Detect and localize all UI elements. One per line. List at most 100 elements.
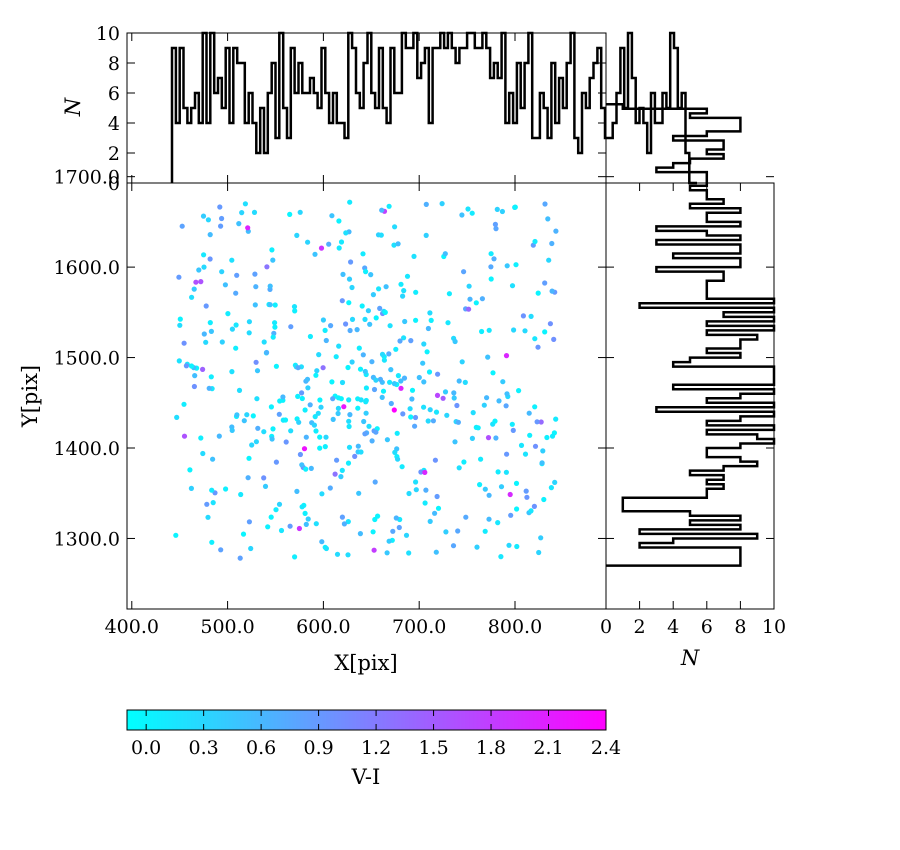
colorbar-tick-label: 0.3 [189,737,219,759]
scatter-point [346,423,352,430]
scatter-point [390,528,396,534]
scatter-point [249,442,255,448]
scatter-point [434,493,440,500]
scatter-point [546,257,552,263]
scatter-point [312,414,318,420]
scatter-point [360,352,366,358]
top-y-tick-label: 4 [108,113,120,135]
x-tick-label: 700.0 [392,616,446,638]
scatter-point [418,469,424,475]
scatter-point [294,232,300,238]
scatter-point [302,510,308,516]
scatter-point [296,525,302,532]
scatter-point [305,385,311,391]
scatter-point [456,378,462,384]
scatter-point [413,289,419,295]
scatter-point [357,366,364,372]
scatter-point [272,302,278,308]
scatter-point [531,503,538,509]
scatter-point [365,308,371,314]
scatter-point [398,378,404,384]
scatter-point [408,338,414,344]
scatter-point [203,339,209,345]
scatter-point [347,199,353,205]
scatter-point [253,439,259,445]
scatter-point [553,416,559,422]
scatter-point [317,397,323,403]
scatter-point [427,518,433,525]
scatter-point [345,519,351,525]
scatter-point [443,529,449,535]
scatter-point [528,313,534,319]
scatter-point [304,376,311,382]
scatter-point [270,334,276,340]
scatter-point [388,367,394,373]
scatter-point [222,282,228,288]
colorbar-tick-label: 0.6 [246,737,276,759]
scatter-point [371,547,377,553]
scatter-point [288,324,294,330]
scatter-point [229,369,235,375]
scatter-point [395,373,401,379]
scatter-point [355,443,361,449]
colorbar-tick-label: 1.5 [418,737,448,759]
scatter-point [498,554,504,560]
scatter-point [363,397,369,404]
scatter-point [459,359,465,365]
scatter-point [315,410,321,416]
top-y-tick-label: 10 [96,23,120,45]
scatter-point [538,535,544,541]
scatter-point [294,488,300,494]
scatter-point [341,521,347,527]
scatter-point [356,490,362,496]
scatter-point [536,549,542,556]
scatter-point [411,253,417,259]
scatter-point [494,206,500,212]
scatter-point [493,435,499,441]
scatter-point [378,232,384,238]
scatter-point [392,449,398,455]
scatter-point [406,550,412,556]
scatter-point [442,251,448,257]
scatter-point [486,516,492,522]
scatter-point [547,321,554,327]
scatter-point [200,213,207,219]
scatter-point [551,336,557,342]
scatter-point [425,418,431,424]
scatter-point [493,226,499,232]
scatter-point [369,359,375,365]
scatter-point [495,469,501,475]
scatter-point [481,402,487,408]
scatter-point [239,210,245,216]
scatter-point [273,507,279,513]
scatter-point [404,273,411,279]
scatter-point [503,353,510,359]
scatter-point [542,280,548,286]
scatter-point [394,430,400,436]
scatter-point [391,407,397,413]
scatter-point [208,374,214,380]
scatter-point [299,390,305,396]
scatter-point [303,466,309,472]
scatter-point [540,448,546,454]
scatter-point [456,465,462,471]
scatter-point [377,376,383,382]
scatter-point [203,303,209,309]
scatter-point [318,245,325,251]
scatter-point [255,425,261,431]
x-axis-label: X[pix] [334,651,397,675]
scatter-point [346,300,352,306]
scatter-point [343,230,349,236]
scatter-point [542,201,548,207]
top-y-tick-label: 2 [108,143,120,165]
scatter-point [423,487,429,493]
scatter-point [435,371,441,377]
scatter-point [509,421,515,427]
scatter-point [329,379,335,385]
scatter-point [295,365,301,371]
scatter-point [535,290,541,296]
scatter-point [409,387,416,393]
scatter-point [401,335,407,341]
scatter-point [387,379,393,385]
